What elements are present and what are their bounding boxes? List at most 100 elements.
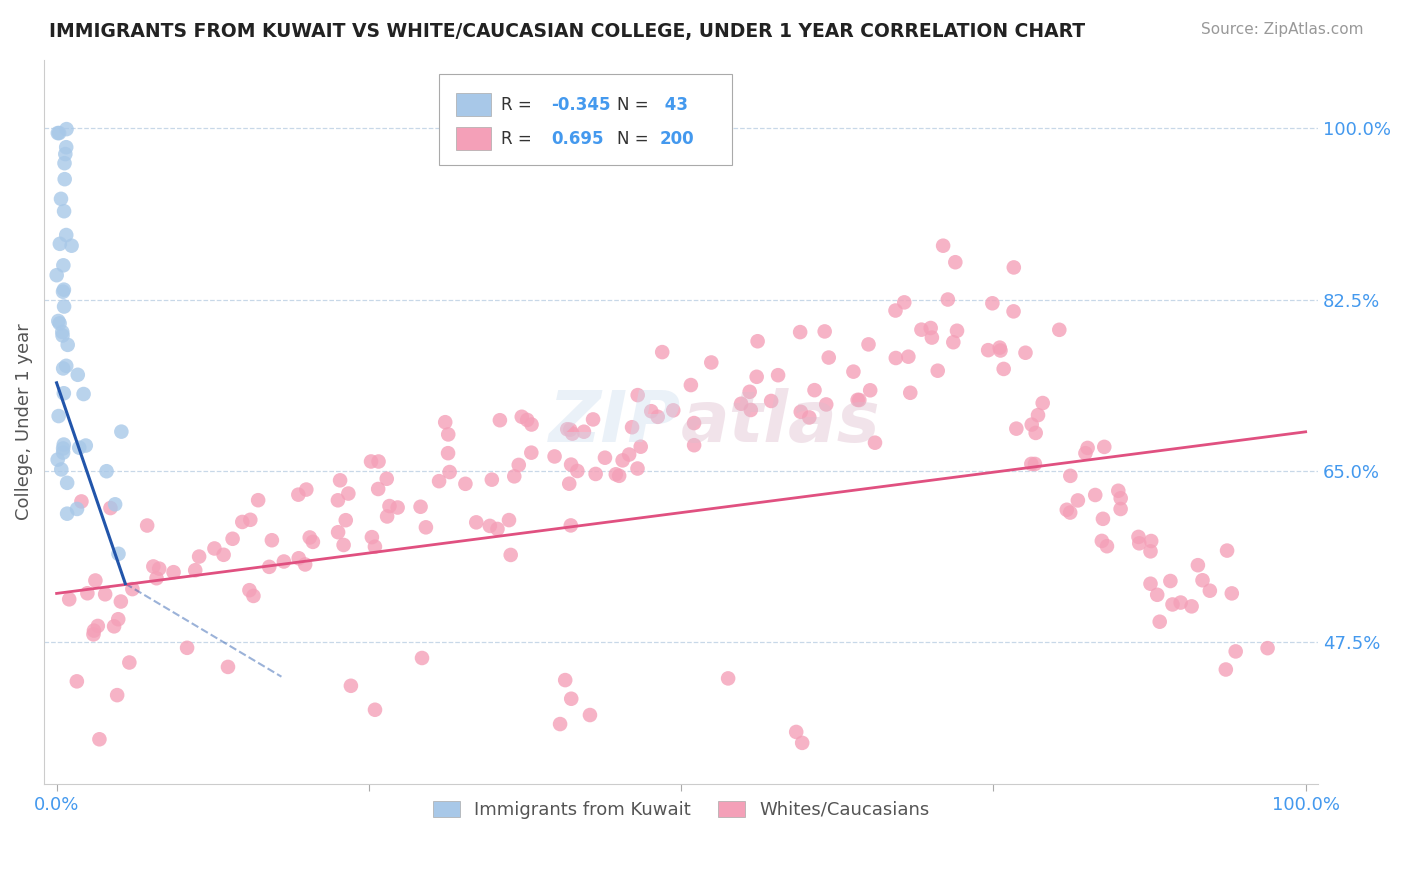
Text: N =: N = <box>617 95 654 113</box>
Point <box>52 442 75 456</box>
Point <box>1059 506 1081 520</box>
Point <box>56 475 79 490</box>
Point <box>84 574 107 588</box>
Point <box>434 415 457 429</box>
Point <box>747 334 769 349</box>
Point <box>745 369 768 384</box>
Point <box>1181 599 1204 614</box>
Point <box>107 547 129 561</box>
Point <box>1091 533 1114 548</box>
Point <box>842 365 865 379</box>
Point <box>247 493 270 508</box>
Text: atlas: atlas <box>681 387 882 457</box>
Point <box>82 627 104 641</box>
Point <box>48 126 70 140</box>
Point <box>897 350 920 364</box>
Point <box>567 464 589 478</box>
Point <box>1191 574 1213 588</box>
Point <box>993 362 1015 376</box>
Point <box>626 461 648 475</box>
Point <box>1074 446 1097 460</box>
Point <box>893 295 915 310</box>
Point <box>437 446 460 460</box>
Point <box>554 673 576 687</box>
Point <box>188 549 211 564</box>
Point <box>1109 491 1132 506</box>
Point <box>936 293 959 307</box>
Point <box>52 283 75 297</box>
Point <box>1095 539 1118 553</box>
Point <box>679 378 702 392</box>
Text: Source: ZipAtlas.com: Source: ZipAtlas.com <box>1201 22 1364 37</box>
Point <box>1024 457 1046 471</box>
Point <box>561 426 583 441</box>
Point <box>630 440 652 454</box>
Point <box>107 612 129 626</box>
Point <box>335 513 357 527</box>
Text: R =: R = <box>502 95 537 113</box>
Point <box>1257 641 1279 656</box>
Point <box>105 688 128 702</box>
Point <box>53 300 76 314</box>
Point <box>499 548 522 562</box>
Point <box>1002 304 1025 318</box>
Point <box>508 458 530 472</box>
Point <box>260 533 283 548</box>
Point <box>605 467 627 482</box>
Point <box>1025 425 1047 440</box>
Point <box>1059 468 1081 483</box>
Point <box>977 343 1000 358</box>
Point <box>75 438 97 452</box>
Point <box>53 204 76 219</box>
Point <box>981 296 1004 310</box>
Point <box>110 594 132 608</box>
Text: IMMIGRANTS FROM KUWAIT VS WHITE/CAUCASIAN COLLEGE, UNDER 1 YEAR CORRELATION CHAR: IMMIGRANTS FROM KUWAIT VS WHITE/CAUCASIA… <box>49 22 1085 41</box>
Point <box>1002 260 1025 275</box>
Point <box>1128 536 1150 550</box>
Point <box>52 361 75 376</box>
Point <box>943 255 966 269</box>
Point <box>118 656 141 670</box>
Point <box>593 450 616 465</box>
Point <box>627 388 650 402</box>
Point <box>162 565 184 579</box>
Point <box>83 624 105 638</box>
Point <box>942 335 965 350</box>
Point <box>49 236 72 251</box>
Point <box>427 474 450 488</box>
Point <box>387 500 409 515</box>
Point <box>920 321 942 335</box>
Point <box>212 548 235 562</box>
Point <box>48 316 70 330</box>
Point <box>46 452 69 467</box>
Point <box>884 303 907 318</box>
Point <box>1159 574 1181 588</box>
Point <box>1139 544 1161 558</box>
Text: -0.345: -0.345 <box>551 95 610 113</box>
Point <box>1092 440 1115 454</box>
Point <box>204 541 226 556</box>
Point <box>1225 644 1247 658</box>
Point <box>273 554 295 568</box>
Point <box>582 412 605 426</box>
Point <box>510 409 533 424</box>
Point <box>927 364 949 378</box>
Point <box>1067 493 1090 508</box>
Point <box>53 156 76 170</box>
Point <box>859 384 882 398</box>
Point <box>790 405 813 419</box>
Point <box>72 387 94 401</box>
FancyBboxPatch shape <box>439 74 733 165</box>
Point <box>337 486 360 500</box>
Point <box>662 403 685 417</box>
Point <box>148 561 170 575</box>
Point <box>1161 598 1184 612</box>
Text: 43: 43 <box>659 95 689 113</box>
Point <box>326 493 349 508</box>
Point <box>640 404 662 418</box>
Point <box>53 147 76 161</box>
Point <box>49 192 72 206</box>
Y-axis label: College, Under 1 year: College, Under 1 year <box>15 324 32 520</box>
Point <box>76 586 98 600</box>
Point <box>560 518 582 533</box>
